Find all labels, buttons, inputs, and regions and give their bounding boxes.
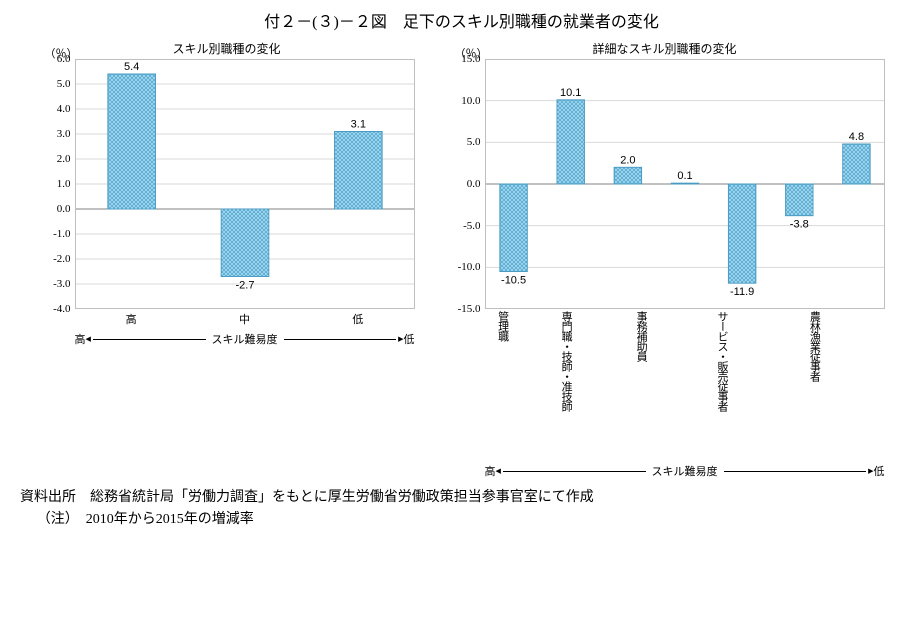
value-label: -2.7 — [235, 280, 254, 292]
left-skill-axis: 高◀スキル難易度▶低 — [75, 331, 415, 347]
y-tick-label: 3.0 — [57, 128, 75, 140]
x-category: 技能工及び関連職業の従事者設備・機械の運転・組立工 — [854, 309, 923, 459]
value-label: -10.5 — [501, 275, 526, 287]
left-chart-title: スキル別職種の変化 — [39, 40, 415, 57]
source-line1: 資料出所 総務省統計局「労働力調査」をもとに厚生労働省労働政策担当参事官室にて作… — [20, 487, 903, 509]
value-label: 2.0 — [620, 154, 635, 166]
right-chart: 詳細なスキル別職種の変化 （％） -10.510.12.00.1-11.9-3.… — [445, 40, 885, 479]
y-tick-label: -4.0 — [53, 303, 74, 315]
y-tick-label: 5.0 — [467, 136, 485, 148]
y-tick-label: 10.0 — [461, 95, 484, 107]
skill-high: 高 — [75, 331, 86, 347]
left-chart: スキル別職種の変化 （％） 5.4-2.73.1-4.0-3.0-2.0-1.0… — [39, 40, 415, 479]
right-chart-title: 詳細なスキル別職種の変化 — [445, 40, 885, 57]
skill-low: 低 — [404, 331, 415, 347]
value-label: 0.1 — [677, 170, 692, 182]
y-tick-label: -15.0 — [458, 303, 485, 315]
x-category: 事務補助員 — [612, 309, 670, 459]
value-label: -3.8 — [789, 219, 808, 231]
value-label: 4.8 — [848, 131, 863, 143]
y-tick-label: -1.0 — [53, 228, 74, 240]
y-tick-label: 5.0 — [57, 78, 75, 90]
skill-axis-label: スキル難易度 — [652, 463, 718, 479]
arrow-left-icon: ◀ — [496, 467, 501, 475]
source-block: 資料出所 総務省統計局「労働力調査」をもとに厚生労働省労働政策担当参事官室にて作… — [20, 487, 903, 532]
right-skill-axis: 高◀スキル難易度▶低 — [485, 463, 885, 479]
y-tick-label: 0.0 — [467, 178, 485, 190]
skill-low: 低 — [874, 463, 885, 479]
y-tick-label: 15.0 — [461, 53, 484, 65]
x-category: 農林漁業従事者 — [773, 309, 854, 459]
arrow-left-icon: ◀ — [86, 335, 91, 343]
x-category: 低 — [301, 309, 414, 327]
skill-axis-label: スキル難易度 — [212, 331, 278, 347]
charts-row: スキル別職種の変化 （％） 5.4-2.73.1-4.0-3.0-2.0-1.0… — [20, 40, 903, 479]
main-title: 付２－(３)－２図 足下のスキル別職種の就業者の変化 — [20, 8, 903, 32]
x-category: 専門職・技師・准技師 — [519, 309, 611, 459]
y-tick-label: 6.0 — [57, 53, 75, 65]
y-tick-label: -10.0 — [458, 261, 485, 273]
x-category: 管理職 — [485, 309, 520, 459]
value-label: -11.9 — [730, 286, 754, 298]
value-label: 10.1 — [560, 87, 581, 99]
x-category: サービス・販売従事者 — [669, 309, 773, 459]
source-line2: （注） 2010年から2015年の増減率 — [37, 509, 903, 531]
y-tick-label: 0.0 — [57, 203, 75, 215]
y-tick-label: 2.0 — [57, 153, 75, 165]
y-tick-label: 1.0 — [57, 178, 75, 190]
y-tick-label: -3.0 — [53, 278, 74, 290]
x-category: 中 — [188, 309, 301, 327]
skill-high: 高 — [485, 463, 496, 479]
value-label: 3.1 — [350, 119, 365, 131]
y-tick-label: -5.0 — [463, 220, 484, 232]
y-tick-label: 4.0 — [57, 103, 75, 115]
x-category: 高 — [75, 309, 188, 327]
value-label: 5.4 — [124, 61, 139, 73]
y-tick-label: -2.0 — [53, 253, 74, 265]
